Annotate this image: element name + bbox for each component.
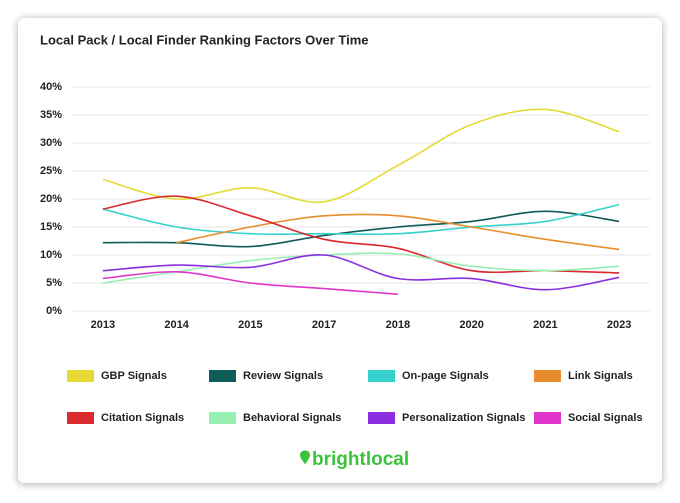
legend-swatch bbox=[368, 370, 395, 382]
logo: brightlocal bbox=[312, 449, 409, 470]
legend-label: Citation Signals bbox=[101, 412, 184, 424]
y-tick-label: 40% bbox=[40, 81, 62, 93]
legend-label: Link Signals bbox=[568, 370, 633, 382]
legend-label: Review Signals bbox=[243, 370, 323, 382]
series-line bbox=[102, 270, 398, 295]
series-line bbox=[102, 252, 620, 284]
legend-label: Personalization Signals bbox=[402, 412, 525, 424]
series-line bbox=[176, 213, 620, 251]
legend-label: On-page Signals bbox=[402, 370, 489, 382]
legend-label: Social Signals bbox=[568, 412, 643, 424]
logo-pin bbox=[300, 450, 310, 465]
legend-swatch bbox=[534, 370, 561, 382]
x-tick-label: 2013 bbox=[91, 319, 115, 331]
y-tick-label: 10% bbox=[40, 249, 62, 261]
y-tick-label: 20% bbox=[40, 193, 62, 205]
x-tick-label: 2021 bbox=[533, 319, 557, 331]
series-line bbox=[102, 210, 620, 248]
series-line bbox=[102, 203, 620, 236]
y-tick-label: 15% bbox=[40, 221, 62, 233]
legend-swatch bbox=[67, 370, 94, 382]
legend-swatch bbox=[534, 412, 561, 424]
x-tick-label: 2014 bbox=[164, 319, 189, 331]
legend-label: GBP Signals bbox=[101, 370, 167, 382]
series-line bbox=[102, 108, 620, 204]
legend-swatch bbox=[209, 370, 236, 382]
legend-swatch bbox=[67, 412, 94, 424]
legend-swatch bbox=[209, 412, 236, 424]
y-tick-label: 25% bbox=[40, 165, 62, 177]
x-tick-label: 2015 bbox=[238, 319, 262, 331]
y-tick-label: 30% bbox=[40, 137, 62, 149]
card bbox=[18, 18, 662, 483]
chart-title: Local Pack / Local Finder Ranking Factor… bbox=[40, 32, 368, 47]
y-tick-label: 35% bbox=[40, 109, 62, 121]
x-tick-label: 2023 bbox=[607, 319, 631, 331]
series-line bbox=[102, 254, 620, 291]
legend-label: Behavioral Signals bbox=[243, 412, 341, 424]
y-tick-label: 0% bbox=[46, 305, 62, 317]
x-tick-label: 2020 bbox=[459, 319, 483, 331]
legend-swatch bbox=[368, 412, 395, 424]
y-tick-label: 5% bbox=[46, 277, 62, 289]
x-tick-label: 2018 bbox=[386, 319, 410, 331]
x-tick-label: 2017 bbox=[312, 319, 336, 331]
